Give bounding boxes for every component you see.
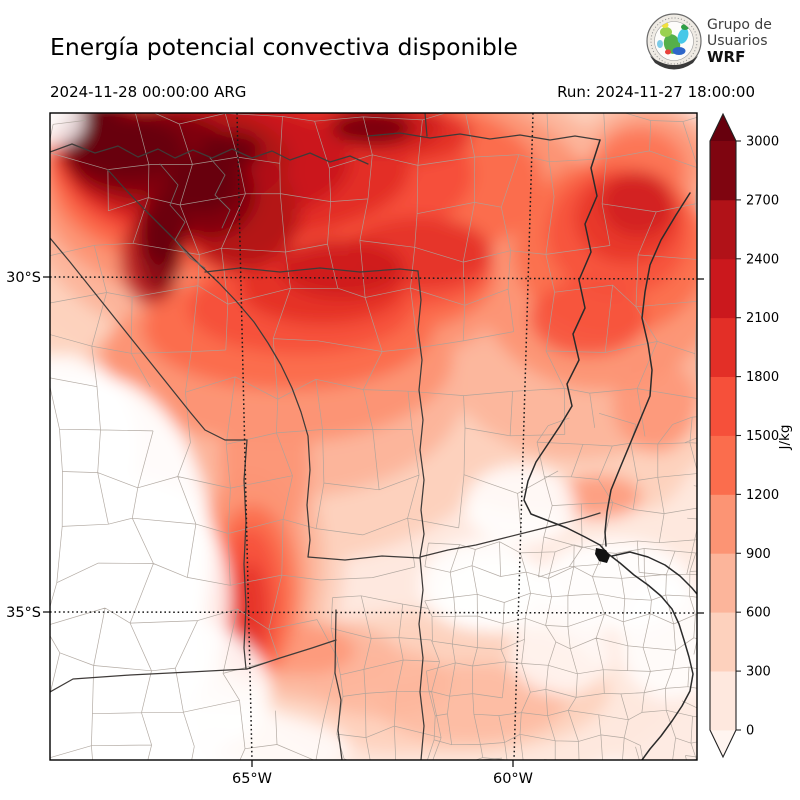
province-border-buenosaires-west (418, 556, 425, 760)
province-border-northwest-jagged (50, 143, 369, 165)
colorbar-outline (709, 112, 737, 759)
cape-field-blob (613, 360, 697, 450)
logo-text-line2: Usuarios (707, 33, 768, 49)
colorbar-segment (710, 376, 736, 436)
colorbar-tick-label: 1200 (746, 488, 779, 503)
province-border-chaco-north (367, 132, 601, 141)
logo-text-wrf: WRF (707, 48, 745, 66)
uruguay-river (604, 192, 691, 547)
colorbar-over-arrow (710, 114, 736, 141)
province-boundaries-layer (50, 113, 601, 760)
province-border-sanjuan-diagonal (50, 237, 248, 441)
colorbar-unit-label: J/kg (777, 425, 793, 451)
cape-field-blob (202, 132, 262, 168)
logo-globe-field (657, 22, 689, 55)
colorbar-tick-label: 2700 (746, 193, 779, 208)
province-border-buenosaires-north (419, 512, 601, 558)
cape-field-blob (558, 475, 642, 519)
province-border-cordoba-west (243, 439, 248, 670)
buenos-aires-city-marker (595, 548, 610, 563)
province-border-tucuman-inner (209, 157, 231, 229)
lon-label-60w: 60°W (493, 771, 533, 787)
department-mesh-medium-southwest (330, 595, 442, 760)
province-border-sanluis-south (246, 639, 337, 670)
rivers-coast-layer (523, 139, 697, 760)
cape-field-blob (620, 580, 697, 700)
valid-time-label: 2024-11-28 00:00:00 ARG (50, 83, 246, 101)
lon-label-65w: 65°W (232, 771, 272, 787)
cape-field-blob (310, 647, 450, 717)
rio-de-la-plata-north-shore (611, 551, 697, 595)
logo-text-line1: Grupo de (707, 17, 772, 33)
lat-label-30s: 30°S (6, 270, 41, 286)
colorbar-tick-label: 1800 (746, 370, 779, 385)
department-mesh-coarse (50, 113, 697, 760)
colorbar-segment (710, 435, 736, 495)
colorbar-segment (710, 671, 736, 731)
province-border-lapampa-north (50, 668, 248, 693)
page-title: Energía potencial convectiva disponible (50, 33, 518, 61)
colorbar-segment (710, 612, 736, 672)
logo-laurel-arc (650, 56, 698, 70)
colorbar-tick-label: 2100 (746, 311, 779, 326)
colorbar-segment (710, 258, 736, 319)
colorbar-tick-label: 0 (746, 724, 754, 739)
cape-field-blob (280, 239, 404, 297)
map-frame (49, 112, 698, 761)
cape-field-blob (50, 113, 85, 146)
run-time-label: Run: 2024-11-27 18:00:00 (557, 83, 755, 101)
axis-ticks (43, 276, 704, 767)
atlantic-coast (606, 552, 694, 760)
colorbar-tick-label: 3000 (746, 135, 779, 150)
cape-field-blob (233, 562, 267, 658)
colorbar-under-arrow (710, 730, 736, 757)
province-border-lapampa-east (334, 609, 343, 760)
cape-field-blob (510, 615, 610, 695)
cape-field-blob (70, 708, 350, 760)
colorbar-segment (710, 494, 736, 554)
department-boundaries-layer (50, 113, 697, 760)
cape-field-blob (420, 540, 540, 630)
colorbar-segment (710, 199, 736, 260)
department-mesh-medium-entrerios (536, 412, 697, 578)
colorbar: 0 300 600 900 1200 1500 1800 2100 2400 2700 3000 (710, 114, 779, 757)
cape-field-layer (50, 113, 697, 760)
cape-field-blob (220, 370, 310, 550)
department-mesh-fine-buenosaires (424, 541, 697, 760)
colorbar-segment (710, 553, 736, 613)
province-border-catamarca-inner (159, 163, 206, 269)
colorbar-tick-label: 900 (746, 547, 771, 562)
cape-field-blob (602, 172, 674, 236)
lat-label-35s: 35°S (6, 605, 41, 621)
colorbar-segment (710, 141, 736, 201)
cape-field-blob (139, 194, 187, 266)
province-border-sierras-diagonal (107, 169, 311, 558)
colorbar-tick-label: 1500 (746, 429, 779, 444)
province-border-santiago-top (424, 113, 428, 137)
map-plot-area (50, 113, 697, 760)
province-border-cordoba-east (417, 270, 425, 558)
colorbar-tick-label: 2400 (746, 252, 779, 267)
cape-field-blob (530, 280, 646, 356)
cape-field-blob (50, 480, 230, 720)
wrf-users-group-logo: Grupo de Usuarios WRF (646, 13, 772, 70)
province-border-cordoba-south (307, 555, 421, 561)
colorbar-tick-label: 300 (746, 665, 771, 680)
cape-field-blob (332, 113, 412, 144)
logo-seal-text-ring (650, 17, 698, 65)
colorbar-tick-label: 600 (746, 606, 771, 621)
colorbar-segment (710, 317, 736, 377)
parana-river (523, 139, 608, 554)
